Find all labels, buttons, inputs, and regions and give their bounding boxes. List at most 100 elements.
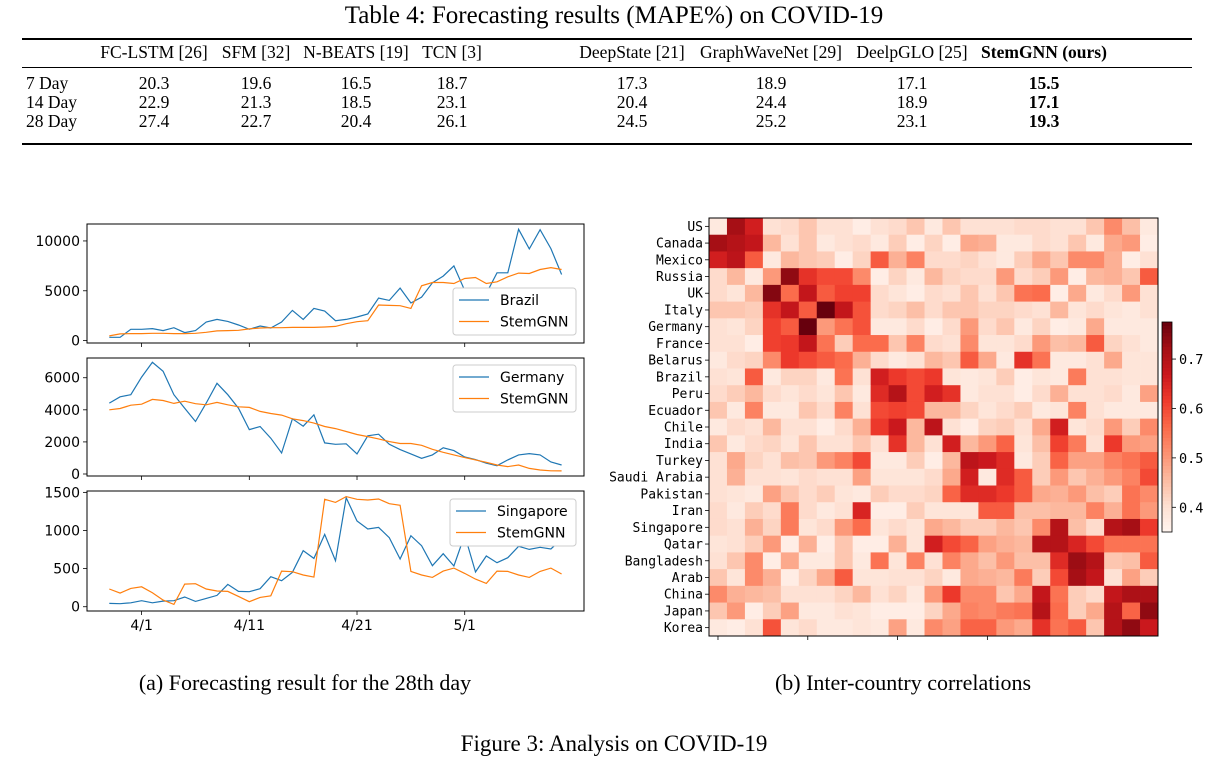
heatmap-cell bbox=[978, 502, 997, 520]
legend: Germany StemGNN bbox=[452, 364, 577, 413]
line-chart-singapore: 0 500 1000 1500 4/1 4/11 4/21 5/1 Singapore StemG… bbox=[44, 485, 585, 634]
legend-label: Brazil bbox=[500, 293, 539, 309]
heatmap-cell bbox=[744, 234, 764, 252]
heatmap-cell bbox=[960, 351, 979, 369]
heatmap-cell bbox=[1050, 351, 1069, 369]
heatmap-cell bbox=[1086, 585, 1105, 603]
heatmap-cell bbox=[924, 251, 943, 269]
colorbar-segment bbox=[1162, 409, 1172, 414]
heatmap-cell bbox=[816, 218, 836, 236]
heatmap-cell bbox=[726, 368, 746, 386]
heatmap-cell bbox=[1014, 585, 1033, 603]
heatmap-cell bbox=[852, 619, 872, 637]
row-label: Germany bbox=[648, 320, 703, 335]
heatmap-cell bbox=[1140, 585, 1159, 603]
heatmap-cell bbox=[1068, 485, 1087, 503]
heatmap-cell bbox=[1140, 401, 1159, 420]
heatmap-cell bbox=[1050, 385, 1069, 403]
heatmap-cell bbox=[1032, 418, 1051, 436]
colorbar-segment bbox=[1162, 374, 1172, 379]
legend: Singapore StemGNN bbox=[449, 498, 577, 547]
heatmap-cell bbox=[906, 452, 925, 470]
heatmap-cell bbox=[942, 518, 961, 537]
heatmap-cell bbox=[942, 535, 961, 553]
heatmap-cell bbox=[996, 385, 1015, 403]
heatmap-cell bbox=[762, 619, 782, 637]
heatmap-cell bbox=[1014, 518, 1033, 537]
heatmap-cell bbox=[1032, 234, 1051, 252]
heatmap-cell bbox=[978, 468, 997, 486]
row-label: Chile bbox=[664, 421, 703, 436]
heatmap-cell bbox=[960, 368, 979, 386]
heatmap-cell bbox=[1122, 368, 1141, 386]
heatmap-cell bbox=[1032, 552, 1051, 570]
heatmap-cell bbox=[762, 502, 782, 520]
heatmap-cell bbox=[906, 385, 925, 403]
heatmap-cell bbox=[1032, 435, 1051, 453]
heatmap-cell bbox=[996, 485, 1015, 503]
heatmap-cell bbox=[960, 335, 979, 353]
heatmap-cell bbox=[906, 301, 925, 319]
series-line-stemgnn bbox=[109, 266, 562, 337]
heatmap-cell bbox=[1014, 401, 1033, 420]
heatmap-cell bbox=[888, 268, 907, 286]
heatmap-cell bbox=[1086, 535, 1105, 553]
heatmap-cell bbox=[709, 619, 728, 637]
heatmap-cell bbox=[942, 435, 961, 453]
heatmap-cell bbox=[780, 234, 800, 252]
heatmap-cell bbox=[924, 218, 943, 236]
heatmap-cell bbox=[1104, 535, 1123, 553]
heatmap-cell bbox=[1122, 318, 1141, 336]
heatmap-cell bbox=[834, 335, 854, 353]
heatmap-cell bbox=[816, 535, 836, 553]
heatmap-cell bbox=[942, 468, 961, 486]
heatmap-cell bbox=[996, 335, 1015, 353]
heatmap-cell bbox=[888, 251, 907, 269]
colorbar-segment bbox=[1162, 357, 1172, 361]
heatmap-cell bbox=[744, 518, 764, 537]
heatmap-cell bbox=[1068, 335, 1087, 353]
heatmap-cell bbox=[924, 385, 943, 403]
heatmap-cell bbox=[762, 368, 782, 386]
heatmap-cell bbox=[744, 502, 764, 520]
heatmap-cell bbox=[1014, 468, 1033, 486]
heatmap-cell bbox=[780, 251, 800, 269]
y-tick-label: 6000 bbox=[44, 371, 80, 387]
heatmap-cell bbox=[870, 318, 889, 336]
heatmap-cell bbox=[1086, 468, 1105, 486]
heatmap-cell bbox=[1122, 552, 1141, 570]
row-label: Japan bbox=[664, 604, 703, 619]
colorbar-segment bbox=[1162, 371, 1172, 375]
legend-label: StemGNN bbox=[500, 392, 568, 408]
heatmap-cell bbox=[924, 301, 943, 319]
heatmap-cell bbox=[780, 569, 800, 587]
colorbar-segment bbox=[1162, 479, 1172, 484]
heatmap-cell bbox=[924, 368, 943, 386]
heatmap-cell bbox=[1050, 485, 1069, 503]
heatmap-cell bbox=[852, 435, 872, 453]
legend-label: StemGNN bbox=[497, 526, 565, 542]
heatmap-cell bbox=[942, 318, 961, 336]
heatmap-cell bbox=[1050, 602, 1069, 620]
heatmap-cell bbox=[906, 218, 925, 236]
heatmap-cell bbox=[1014, 351, 1033, 369]
plot-frame bbox=[86, 357, 585, 477]
heatmap-cell bbox=[852, 335, 872, 353]
heatmap-cell bbox=[816, 401, 836, 420]
y-tick-label: 4000 bbox=[44, 403, 80, 419]
series-line-stemgnn bbox=[109, 495, 562, 606]
heatmap-cell bbox=[1086, 401, 1105, 420]
heatmap-cell bbox=[942, 619, 961, 637]
table-bottom-rule bbox=[22, 143, 1192, 145]
heatmap-cell bbox=[960, 385, 979, 403]
heatmap-cell bbox=[1122, 234, 1141, 252]
colorbar-segment bbox=[1162, 444, 1172, 449]
heatmap-cell bbox=[762, 318, 782, 336]
heatmap-cell bbox=[1140, 268, 1159, 286]
x-tick-label: 4/1 bbox=[130, 618, 153, 634]
heatmap-cell bbox=[709, 401, 728, 420]
heatmap-cell bbox=[780, 585, 800, 603]
heatmap-cell bbox=[798, 585, 818, 603]
heatmap-cell bbox=[744, 552, 764, 570]
